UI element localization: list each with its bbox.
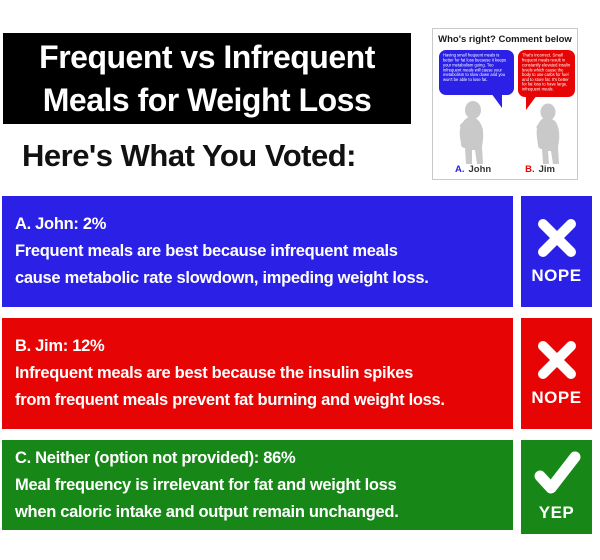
john-label-name: John xyxy=(468,164,492,175)
jim-label: B. Jim xyxy=(525,164,555,175)
jim-bubble-tail xyxy=(526,95,537,110)
jim-speech-bubble: That's incorrect. Small frequent meals r… xyxy=(518,50,575,97)
john-speech-text: Having small frequent meals is better fo… xyxy=(443,53,507,82)
john-figure-icon xyxy=(447,101,493,172)
result-b-verdict-panel: NOPE xyxy=(521,318,592,429)
title-line-1: Frequent vs Infrequent xyxy=(39,38,375,75)
result-b-text-panel: B. Jim: 12% Infrequent meals are best be… xyxy=(2,318,513,429)
result-c-verdict-panel: YEP xyxy=(521,440,592,534)
result-a-verdict-panel: NOPE xyxy=(521,196,592,307)
result-a-header: A. John: 2% xyxy=(15,215,107,233)
john-label-letter: A. xyxy=(455,164,465,175)
comic-thumbnail: Who's right? Comment below Having small … xyxy=(432,28,578,180)
x-icon xyxy=(534,340,580,385)
jim-label-name: Jim xyxy=(538,164,555,175)
result-a-line1: Frequent meals are best because infreque… xyxy=(15,242,398,260)
title-line-2: Meals for Weight Loss xyxy=(42,81,372,118)
result-c-verdict-label: YEP xyxy=(538,503,575,522)
result-row-c: C. Neither (option not provided): 86% Me… xyxy=(2,440,592,534)
subtitle: Here's What You Voted: xyxy=(22,138,356,173)
result-row-a: A. John: 2% Frequent meals are best beca… xyxy=(2,196,592,307)
john-label: A. John xyxy=(455,164,491,175)
result-c-header: C. Neither (option not provided): 86% xyxy=(15,448,296,467)
john-bubble-tail xyxy=(491,93,502,108)
comic-title: Who's right? Comment below xyxy=(438,34,572,45)
title-banner: Frequent vs Infrequent Meals for Weight … xyxy=(3,33,411,124)
result-b-verdict-label: NOPE xyxy=(531,387,582,407)
jim-label-letter: B. xyxy=(525,164,535,175)
result-b-line2: from frequent meals prevent fat burning … xyxy=(15,391,445,409)
check-icon xyxy=(531,451,583,500)
result-b-header: B. Jim: 12% xyxy=(15,337,105,355)
result-c-text-panel: C. Neither (option not provided): 86% Me… xyxy=(2,440,513,530)
result-a-text-panel: A. John: 2% Frequent meals are best beca… xyxy=(2,196,513,307)
result-c-line1: Meal frequency is irrelevant for fat and… xyxy=(15,475,397,494)
result-row-b: B. Jim: 12% Infrequent meals are best be… xyxy=(2,318,592,429)
x-icon xyxy=(534,218,580,263)
jim-speech-text: That's incorrect. Small frequent meals r… xyxy=(522,53,571,92)
result-a-line2: cause metabolic rate slowdown, impeding … xyxy=(15,269,429,287)
john-speech-bubble: Having small frequent meals is better fo… xyxy=(439,50,514,95)
result-c-line2: when caloric intake and output remain un… xyxy=(15,502,399,521)
result-a-verdict-label: NOPE xyxy=(531,265,582,285)
comic-labels: A. John B. Jim xyxy=(433,164,577,175)
result-b-line1: Infrequent meals are best because the in… xyxy=(15,364,413,382)
jim-figure-icon xyxy=(527,103,569,172)
